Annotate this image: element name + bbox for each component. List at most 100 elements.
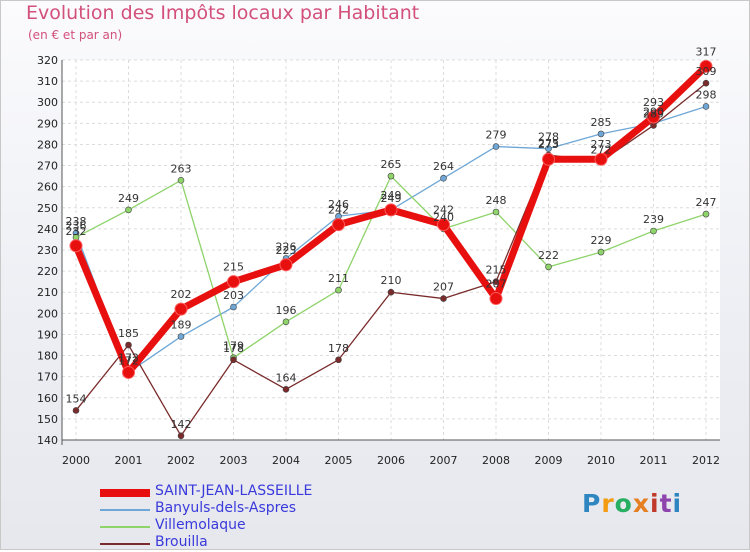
data-label: 189 [171, 319, 192, 332]
data-point [177, 177, 185, 184]
logo-letter: o [614, 489, 633, 518]
data-label: 293 [643, 96, 664, 109]
y-tick-label: 170 [37, 371, 58, 384]
logo-letter: P [582, 489, 602, 518]
x-tick-label: 2012 [692, 454, 720, 467]
data-point [72, 407, 80, 414]
data-point [227, 275, 240, 289]
data-point [492, 208, 500, 216]
chart-title: Evolution des Impôts locaux par Habitant [26, 2, 420, 24]
data-label: 272 [591, 143, 612, 156]
x-tick-label: 2007 [430, 454, 458, 467]
data-point [492, 143, 500, 150]
legend-swatch [100, 508, 150, 511]
data-point [125, 206, 132, 214]
data-label: 223 [276, 244, 297, 257]
data-point [545, 263, 552, 271]
data-label: 298 [696, 88, 717, 101]
data-label: 172 [118, 354, 139, 367]
y-tick-label: 290 [37, 117, 58, 130]
data-label: 289 [643, 107, 664, 120]
legend-label: SAINT-JEAN-LASSEILLE [155, 483, 313, 499]
data-label: 247 [696, 196, 717, 209]
data-label: 285 [591, 116, 612, 129]
data-label: 207 [433, 281, 454, 294]
data-label: 215 [486, 264, 507, 277]
data-label: 203 [223, 289, 244, 302]
data-label: 290 [643, 105, 664, 118]
legend-item: Villemolaque [100, 517, 360, 535]
x-tick-label: 2011 [640, 454, 668, 467]
data-label: 202 [171, 288, 192, 301]
legend-item: Banyuls-dels-Aspres [100, 500, 360, 518]
data-point [69, 239, 83, 253]
data-point [384, 203, 398, 217]
data-point [437, 218, 450, 232]
data-point [597, 248, 605, 256]
x-tick-label: 2005 [325, 454, 353, 467]
data-label: 238 [66, 215, 87, 228]
data-point [440, 174, 447, 182]
legend-swatch [100, 542, 150, 545]
chart-subtitle: (en € et par an) [28, 28, 123, 42]
y-tick-label: 280 [37, 138, 58, 151]
data-label: 309 [696, 65, 717, 78]
data-label: 273 [591, 138, 612, 151]
data-label: 226 [276, 240, 297, 253]
data-point [597, 130, 605, 138]
data-label: 249 [381, 189, 402, 202]
legend-swatch [100, 525, 150, 528]
data-point [647, 110, 660, 124]
y-tick-label: 210 [37, 286, 58, 299]
data-label: 215 [223, 261, 244, 274]
data-label: 239 [643, 213, 664, 226]
chart-legend: SAINT-JEAN-LASSEILLE Banyuls-dels-Aspres V… [100, 483, 360, 552]
x-tick-label: 2009 [535, 454, 563, 467]
data-label: 249 [118, 192, 139, 205]
y-tick-label: 190 [37, 328, 58, 341]
legend-label: Villemolaque [155, 517, 246, 533]
x-tick-label: 2010 [587, 454, 615, 467]
data-label: 164 [276, 371, 297, 384]
legend-label: Brouilla [155, 534, 208, 550]
data-point [335, 356, 342, 364]
data-point [489, 292, 503, 306]
data-label: 248 [486, 194, 507, 207]
data-point [335, 286, 342, 294]
data-label: 240 [433, 211, 454, 224]
legend-label: Banyuls-dels-Aspres [155, 500, 296, 516]
data-label: 179 [223, 340, 244, 353]
y-tick-label: 200 [37, 307, 58, 320]
data-point [177, 333, 185, 340]
data-point [594, 152, 608, 166]
x-tick-label: 2000 [62, 454, 90, 467]
data-label: 211 [328, 272, 349, 285]
x-tick-label: 2001 [115, 454, 143, 467]
data-label: 279 [486, 129, 507, 142]
data-point [125, 341, 132, 349]
logo-letter: r [601, 489, 615, 518]
data-label: 210 [381, 274, 402, 287]
y-tick-label: 250 [37, 202, 58, 215]
data-label: 242 [433, 204, 454, 217]
data-point [230, 303, 237, 311]
data-point [702, 79, 710, 87]
data-point [545, 145, 552, 152]
data-label: 249 [381, 192, 402, 205]
x-tick-label: 2003 [220, 454, 248, 467]
data-point [702, 103, 710, 110]
data-point [282, 386, 290, 393]
data-label: 264 [433, 160, 454, 173]
y-tick-label: 160 [37, 392, 58, 405]
data-label: 185 [118, 327, 139, 340]
data-label: 232 [66, 225, 87, 238]
y-tick-label: 240 [37, 223, 58, 236]
data-point [177, 432, 185, 440]
y-tick-label: 300 [37, 96, 58, 109]
y-tick-label: 270 [37, 160, 58, 173]
data-point [332, 218, 345, 232]
data-label: 265 [381, 158, 402, 171]
legend-item: SAINT-JEAN-LASSEILLE [100, 483, 360, 501]
data-label: 229 [591, 234, 612, 247]
y-tick-label: 310 [37, 75, 58, 88]
